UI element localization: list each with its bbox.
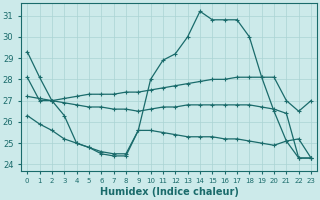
X-axis label: Humidex (Indice chaleur): Humidex (Indice chaleur) — [100, 187, 239, 197]
